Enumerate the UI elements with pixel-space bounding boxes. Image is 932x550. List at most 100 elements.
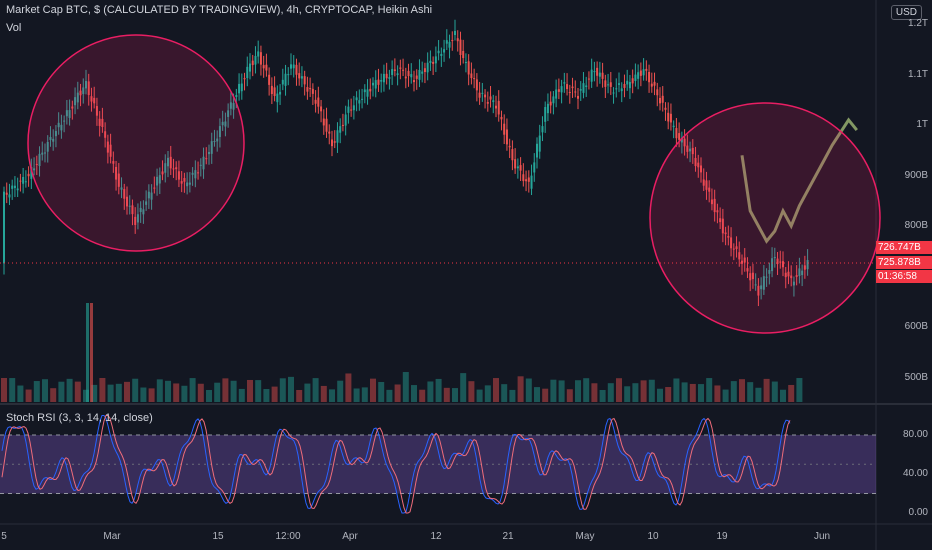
candle-body bbox=[702, 179, 705, 186]
candle-body bbox=[33, 168, 36, 171]
volume-bar bbox=[739, 379, 745, 402]
volume-bar bbox=[337, 380, 344, 402]
currency-badge[interactable]: USD bbox=[890, 5, 922, 20]
volume-bar bbox=[386, 389, 393, 402]
volume-bar bbox=[361, 387, 368, 402]
candle-body bbox=[3, 191, 5, 264]
candle-body bbox=[505, 129, 508, 145]
candle-body bbox=[16, 188, 19, 191]
candle-body bbox=[109, 144, 112, 157]
volume-bar bbox=[566, 389, 573, 402]
candle-body bbox=[322, 118, 325, 126]
candle-body bbox=[361, 98, 364, 100]
candle-body bbox=[555, 89, 558, 99]
candle-body bbox=[93, 97, 96, 104]
candle-body bbox=[136, 214, 139, 223]
candle-body bbox=[749, 273, 752, 281]
candle-body bbox=[760, 285, 763, 290]
volume-bar bbox=[230, 380, 237, 402]
candle-body bbox=[549, 101, 552, 106]
candle-body bbox=[336, 130, 339, 143]
candle-body bbox=[489, 96, 492, 100]
candle-body bbox=[106, 141, 109, 153]
volume-bar bbox=[452, 388, 458, 402]
candle-body bbox=[306, 87, 309, 92]
candle-body bbox=[538, 135, 541, 152]
candle-body bbox=[393, 69, 396, 71]
volume-bar bbox=[402, 372, 409, 402]
volume-bar bbox=[394, 384, 401, 402]
candle-body bbox=[806, 260, 809, 270]
candle-body bbox=[801, 270, 804, 276]
candle-body bbox=[667, 112, 670, 122]
candle-body bbox=[68, 110, 71, 118]
candle-body bbox=[240, 83, 243, 92]
volume-bar bbox=[468, 381, 475, 402]
candle-body bbox=[423, 68, 426, 72]
candle-body bbox=[672, 125, 675, 128]
highlight-circle-right bbox=[649, 102, 881, 334]
candle-body bbox=[678, 133, 681, 140]
candle-body bbox=[623, 84, 626, 88]
candle-body bbox=[757, 285, 760, 296]
candle-body bbox=[593, 71, 596, 73]
candle-body bbox=[634, 74, 637, 81]
candle-body bbox=[8, 194, 11, 198]
candle-body bbox=[249, 63, 251, 72]
candle-body bbox=[385, 73, 388, 79]
candle-body bbox=[142, 209, 145, 215]
candle-body bbox=[598, 72, 601, 77]
candle-body bbox=[511, 149, 514, 161]
time-tick-label: May bbox=[575, 531, 595, 542]
candle-body bbox=[544, 107, 547, 122]
candle-body bbox=[396, 73, 399, 76]
candle-body bbox=[5, 192, 8, 195]
candle-body bbox=[112, 161, 115, 164]
candle-body bbox=[188, 182, 191, 185]
candle-body bbox=[177, 171, 180, 180]
candle-body bbox=[566, 84, 569, 90]
time-tick-label: 19 bbox=[716, 531, 728, 542]
volume-bar bbox=[304, 383, 311, 402]
candle-body bbox=[585, 85, 588, 87]
volume-bar bbox=[665, 387, 672, 402]
volume-bar bbox=[607, 383, 614, 402]
candle-body bbox=[325, 118, 328, 132]
candle-body bbox=[454, 30, 456, 36]
candle-body bbox=[519, 165, 522, 171]
time-tick-label: 21 bbox=[502, 531, 514, 542]
candle-body bbox=[741, 260, 743, 264]
candle-body bbox=[382, 73, 385, 83]
candle-body bbox=[259, 52, 262, 65]
volume-bar bbox=[86, 303, 89, 402]
candle-body bbox=[596, 67, 599, 76]
volume-bar bbox=[624, 386, 631, 402]
highlight-circle-left bbox=[27, 34, 245, 252]
candle-body bbox=[587, 78, 590, 80]
candle-body bbox=[262, 65, 265, 69]
candle-body bbox=[568, 91, 571, 93]
candle-body bbox=[167, 157, 169, 167]
candle-body bbox=[730, 237, 733, 249]
volume-bar bbox=[763, 378, 770, 402]
candle-body bbox=[257, 51, 260, 57]
volume-bar bbox=[238, 388, 245, 402]
candle-body bbox=[659, 97, 661, 104]
volume-bar bbox=[525, 378, 532, 402]
candle-body bbox=[35, 163, 38, 165]
candle-body bbox=[776, 258, 779, 265]
candle-body bbox=[270, 85, 273, 95]
candle-body bbox=[710, 199, 713, 205]
volume-bar bbox=[706, 378, 713, 402]
candle-body bbox=[232, 103, 235, 110]
candle-body bbox=[314, 99, 317, 104]
candle-body bbox=[377, 79, 380, 85]
candle-body bbox=[508, 145, 511, 148]
candle-body bbox=[205, 158, 208, 160]
candle-body bbox=[798, 268, 801, 277]
candle-body bbox=[467, 61, 470, 75]
candle-body bbox=[579, 89, 582, 91]
candle-body bbox=[213, 141, 216, 143]
rsi-tick-label: 80.00 bbox=[902, 429, 928, 440]
